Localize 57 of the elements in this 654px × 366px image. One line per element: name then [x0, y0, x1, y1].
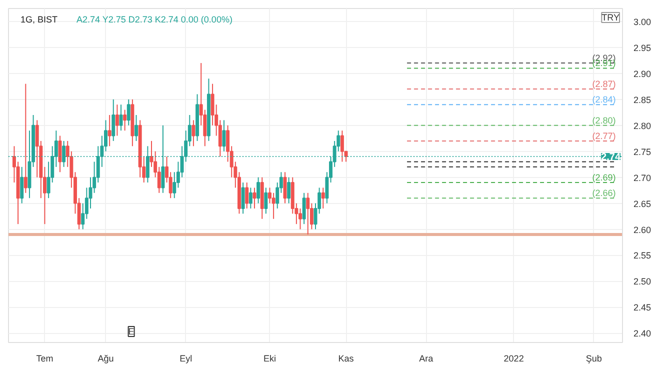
candlestick [123, 109, 127, 132]
x-tick-label: 2022 [504, 354, 524, 364]
y-tick-label: 2.60 [634, 224, 652, 235]
candlestick [115, 104, 119, 136]
candlestick [272, 192, 276, 220]
candlestick [134, 114, 138, 142]
candlestick [108, 114, 112, 147]
ref-line-label: (2.77) [592, 130, 616, 141]
candlestick [58, 135, 62, 173]
y-tick-label: 2.90 [634, 68, 652, 79]
text: 1G, BIST [20, 14, 58, 24]
y-tick-label: 3.00 [634, 16, 652, 27]
candlestick [241, 182, 245, 214]
candlestick [287, 176, 291, 204]
candlestick [248, 187, 252, 209]
candlestick [24, 83, 28, 194]
y-tick-label: 2.70 [634, 172, 652, 183]
x-tick-label: Eyl [180, 354, 192, 364]
y-tick-label: 2.40 [634, 328, 652, 339]
candlestick [252, 187, 256, 209]
candlestick [298, 208, 302, 230]
candlestick [321, 187, 325, 209]
x-tick-label: Ara [419, 354, 434, 364]
candlestick [20, 166, 24, 204]
candlestick [222, 120, 226, 152]
y-tick-label: 2.95 [634, 42, 652, 53]
x-tick-label: Ağu [98, 354, 114, 364]
x-tick-label: Tem [36, 354, 54, 364]
ref-line-label: (2.66) [592, 188, 616, 198]
y-tick-label: 2.80 [634, 120, 652, 131]
candlestick [306, 192, 310, 235]
candlestick [119, 104, 123, 132]
ref-line-label: (2.84) [592, 94, 616, 105]
x-tick-label: Kas [338, 354, 354, 364]
y-tick-label: 2.45 [634, 302, 652, 313]
y-tick-label: 2.75 [634, 146, 652, 157]
annotation: A2.74 Y2.75 D2.73 K2.74 0.00 (0.00%) [76, 14, 232, 24]
candlestick [192, 120, 196, 147]
candlestick [264, 187, 268, 214]
candlestick [302, 192, 306, 225]
y-axis-title: TRY [602, 12, 620, 22]
annotation: E [128, 326, 134, 336]
candlestick [340, 130, 344, 162]
ref-line-label: (2.80) [592, 115, 616, 126]
candlestick [245, 182, 249, 209]
ref-line-label: (2.87) [592, 79, 616, 90]
candlestick [126, 98, 130, 126]
y-tick-label: 2.65 [634, 198, 652, 209]
candlestick [112, 98, 116, 142]
y-tick-label: 2.50 [634, 276, 652, 287]
y-tick-label: 2.55 [634, 250, 652, 261]
candlestick [256, 176, 260, 204]
ref-line-label: 2.74 [601, 152, 621, 164]
x-tick-label: Şub [586, 354, 602, 364]
x-tick-label: Eki [263, 354, 276, 364]
ref-line-label: (2.69) [592, 172, 616, 183]
y-tick-label: 2.85 [634, 94, 652, 105]
